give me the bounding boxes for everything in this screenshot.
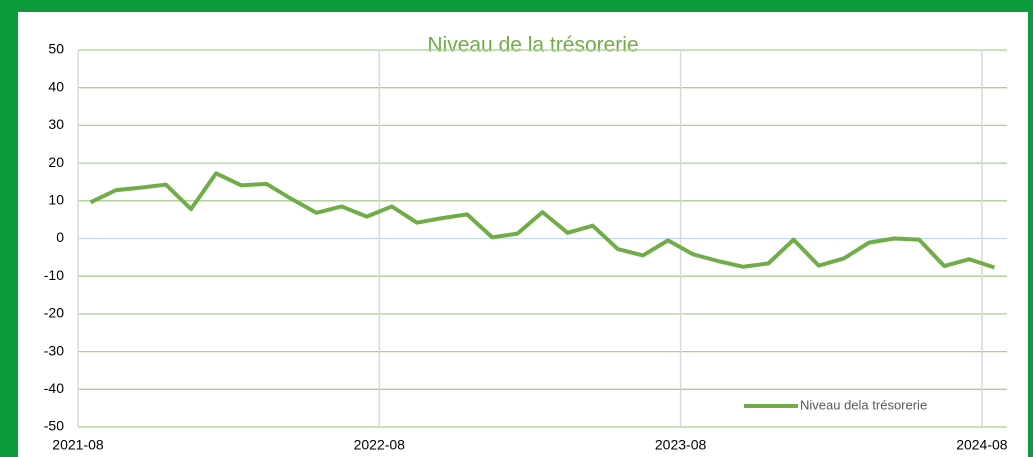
legend-label: Niveau dela trésorerie (800, 397, 927, 412)
x-tick-label: 2023-08 (655, 437, 707, 453)
chart-title: Niveau de la trésorerie (427, 34, 638, 57)
chart-area (18, 12, 1028, 457)
y-tick-label: -40 (44, 380, 64, 396)
y-tick-label: 10 (48, 192, 64, 208)
y-tick-label: -50 (44, 418, 64, 434)
y-tick-label: 50 (48, 41, 64, 57)
y-tick-label: -20 (44, 305, 64, 321)
y-tick-label: 20 (48, 154, 64, 170)
y-tick-label: 40 (48, 78, 64, 94)
y-tick-label: 0 (56, 229, 64, 245)
y-tick-label: -10 (44, 267, 64, 283)
x-tick-label: 2021-08 (52, 437, 104, 453)
y-tick-label: 30 (48, 116, 64, 132)
line (89, 171, 996, 270)
x-tick-label: 2022-08 (354, 437, 406, 453)
x-tick-label: 2024-08 (956, 437, 1008, 453)
y-tick-label: -30 (44, 342, 64, 358)
